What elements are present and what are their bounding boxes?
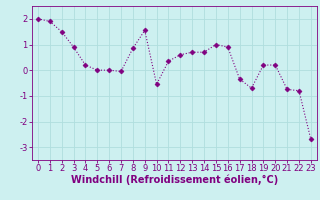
X-axis label: Windchill (Refroidissement éolien,°C): Windchill (Refroidissement éolien,°C) [71, 175, 278, 185]
